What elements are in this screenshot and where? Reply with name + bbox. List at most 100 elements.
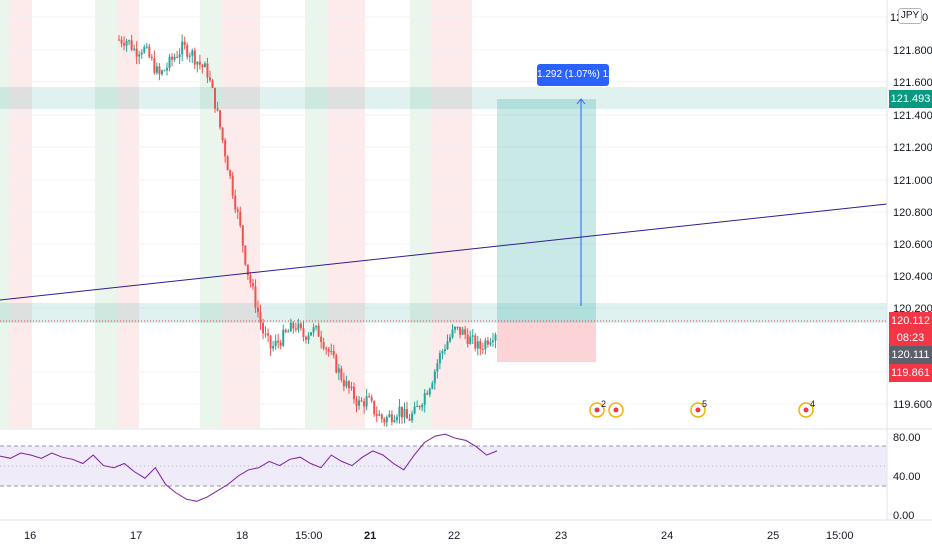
candle-body xyxy=(163,70,166,72)
candle-body xyxy=(373,400,376,415)
candle-body xyxy=(140,52,143,55)
candle-body xyxy=(481,348,484,350)
currency-tag[interactable]: JPY xyxy=(898,8,922,24)
candle-body xyxy=(310,332,313,336)
current-price-label: 120.112 xyxy=(889,312,932,330)
candle-body xyxy=(337,368,340,373)
profit-zone[interactable] xyxy=(497,99,596,321)
price-axis[interactable]: 12 0 121.800 121.600 121.400 121.200 121… xyxy=(890,12,932,411)
stop-price-label: 119.861 xyxy=(889,364,932,382)
candle-body xyxy=(368,396,371,398)
candle-body xyxy=(241,225,244,246)
candle-body xyxy=(433,371,436,384)
rsi-tick: 0.00 xyxy=(893,510,914,522)
candle-body xyxy=(269,335,272,349)
candle-body xyxy=(201,64,204,68)
candle-body xyxy=(312,327,315,333)
rsi-axis[interactable]: 80.00 40.00 0.00 xyxy=(893,432,921,522)
candle-body xyxy=(320,336,323,342)
candle-body xyxy=(471,335,474,337)
candle-body xyxy=(322,341,325,349)
candle-body xyxy=(259,312,262,323)
rsi-tick: 80.00 xyxy=(893,432,921,444)
candle-body xyxy=(135,48,138,57)
candle-body xyxy=(274,340,277,347)
candle-body xyxy=(464,329,467,335)
candle-body xyxy=(120,39,123,44)
candle-body xyxy=(476,341,479,349)
candle-body xyxy=(244,245,247,265)
candle-body xyxy=(486,340,489,345)
candle-body xyxy=(183,41,186,45)
time-tick: 15:00 xyxy=(295,530,323,542)
candle-body xyxy=(297,323,300,330)
candle-body xyxy=(443,349,446,352)
price-tick: 119.600 xyxy=(893,399,932,411)
candle-body xyxy=(408,418,411,421)
candle-body xyxy=(423,393,426,405)
candle-body xyxy=(446,341,449,350)
candle-body xyxy=(345,381,348,387)
candle-body xyxy=(403,409,406,418)
loss-zone[interactable] xyxy=(497,321,596,362)
candle-body xyxy=(355,399,358,406)
candle-body xyxy=(186,44,189,57)
candle-body xyxy=(327,348,330,352)
event-marker-dot xyxy=(695,407,701,413)
price-tick: 121.800 xyxy=(893,45,932,57)
grid xyxy=(0,16,887,405)
candle-body xyxy=(203,63,206,68)
price-tick: 120.800 xyxy=(893,207,932,219)
candle-body xyxy=(347,381,350,389)
event-count: 2 xyxy=(601,399,606,409)
candle-body xyxy=(173,56,176,60)
candle-body xyxy=(214,87,217,109)
candle-body xyxy=(191,50,194,56)
trend-line[interactable] xyxy=(0,203,888,301)
candle-body xyxy=(299,323,302,329)
candle-body xyxy=(123,43,126,46)
candle-body xyxy=(448,337,451,342)
time-tick: 18 xyxy=(236,530,248,542)
candle-body xyxy=(176,56,179,58)
candle-body xyxy=(229,170,232,176)
target-zone-band xyxy=(0,87,887,109)
candle-body xyxy=(456,326,459,328)
candle-body xyxy=(400,406,403,418)
price-tick: 121.000 xyxy=(893,175,932,187)
candle-body xyxy=(325,348,328,350)
candle-body xyxy=(158,66,161,75)
candle-body xyxy=(375,414,378,416)
candle-body xyxy=(193,50,196,65)
event-markers[interactable]: 2 5 4 xyxy=(589,399,815,418)
candle-body xyxy=(256,307,259,313)
candle-body xyxy=(284,329,287,332)
time-axis[interactable]: 16 17 18 15:00 21 22 23 24 25 15:00 xyxy=(24,530,854,542)
candle-body xyxy=(438,353,441,364)
candle-body xyxy=(461,329,464,335)
candle-body xyxy=(188,55,191,57)
session-stripes xyxy=(0,0,472,428)
candle-body xyxy=(390,414,393,423)
candle-body xyxy=(436,363,439,372)
prev-close-label: 120.111 xyxy=(889,346,932,364)
candle-body xyxy=(160,70,163,75)
candle-body xyxy=(148,46,151,57)
candle-body xyxy=(246,264,249,276)
event-marker-dot xyxy=(594,407,600,413)
candle-body xyxy=(231,175,234,196)
candle-body xyxy=(125,40,128,46)
rsi-band xyxy=(0,446,887,486)
candle-body xyxy=(249,275,252,284)
measure-arrow-head xyxy=(576,98,586,105)
candle-body xyxy=(411,413,414,421)
candle-body xyxy=(236,209,239,212)
candle-body xyxy=(211,80,214,88)
candle-body xyxy=(289,322,292,332)
candle-body xyxy=(332,351,335,356)
candle-body xyxy=(277,340,280,343)
candle-body xyxy=(398,406,401,417)
candle-body xyxy=(302,328,305,338)
candle-body xyxy=(380,414,383,420)
